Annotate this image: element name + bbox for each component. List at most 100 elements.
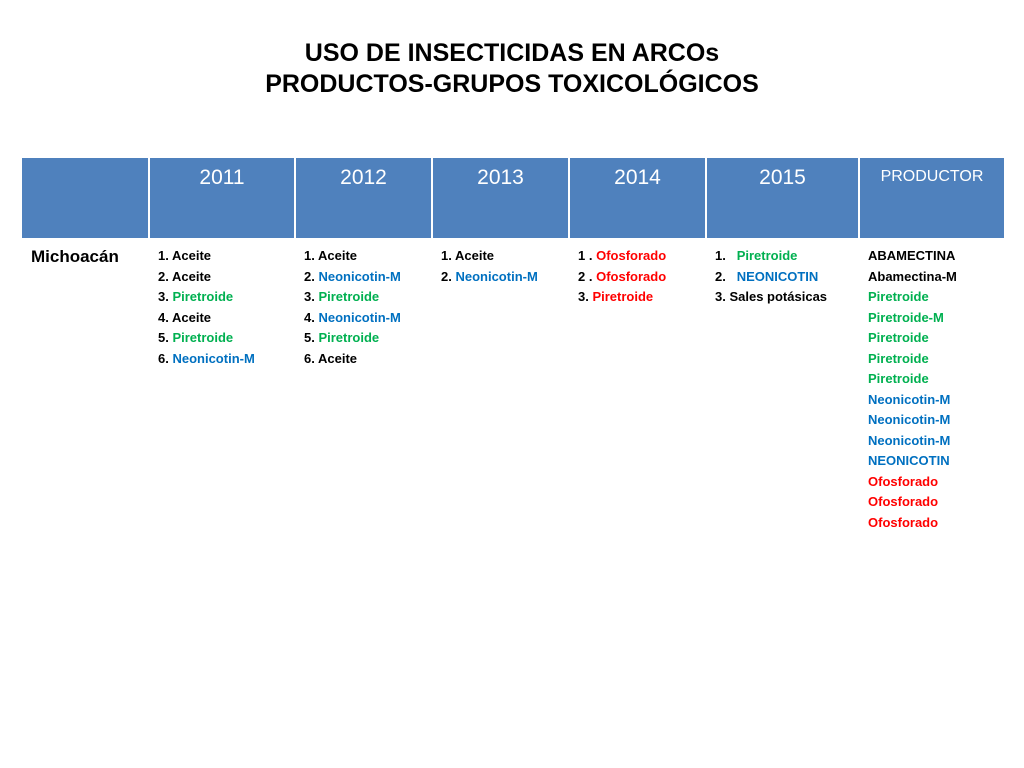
item-number: 6.: [304, 350, 318, 366]
list-item: Abamectina-M: [868, 267, 1005, 288]
list-item: Neonicotin-M: [868, 390, 1005, 411]
item-number: 5.: [304, 330, 319, 345]
item-name: Aceite: [454, 248, 495, 263]
item-number: 6.: [158, 350, 173, 366]
item-name: Piretroide: [868, 289, 929, 304]
title-line-1: USO DE INSECTICIDAS EN ARCOs: [304, 39, 720, 67]
item-number: 4.: [158, 309, 172, 325]
item-name: Piretroide: [318, 289, 380, 304]
slide-title: USO DE INSECTICIDAS EN ARCOs PRODUCTOS-G…: [0, 38, 1024, 100]
list-item: 3. Sales potásicas: [715, 287, 859, 308]
item-name: Neonicotin-M: [868, 432, 951, 448]
list-item: Piretroide: [868, 287, 1005, 308]
item-name: Aceite: [171, 268, 212, 284]
list-item: Piretroide-M: [868, 308, 1005, 329]
header-cell-2015: 2015: [705, 156, 860, 240]
item-name: Piretroide: [868, 330, 929, 345]
item-name: Neonicotin-M: [868, 412, 951, 427]
list-item: 1. Piretroide: [715, 246, 859, 267]
list-item: 2 . Ofosforado: [578, 267, 706, 288]
item-name: Ofosforado: [596, 268, 667, 284]
list-item: 2. NEONICOTIN: [715, 267, 859, 288]
list-item: 2. Aceite: [158, 267, 295, 288]
item-number: 1.: [715, 248, 737, 263]
item-number: 2.: [158, 268, 172, 284]
item-name: Aceite: [171, 248, 212, 263]
list-item: 3. Piretroide: [578, 287, 706, 308]
row-label-michoacan: Michoacán: [31, 247, 119, 266]
item-name: Neonicotin-M: [455, 268, 538, 284]
list-item: Ofosforado: [868, 492, 1005, 513]
item-number: 2 .: [578, 268, 597, 284]
item-name: Abamectina-M: [868, 268, 957, 284]
item-name: Piretroide: [172, 289, 234, 304]
list-item: Neonicotin-M: [868, 431, 1005, 452]
header-cell-2012: 2012: [294, 156, 433, 240]
header-cell-2014: 2014: [568, 156, 707, 240]
list-item: 1. Aceite: [441, 246, 569, 267]
item-name: NEONICOTIN: [868, 453, 950, 468]
list-item: 3. Piretroide: [304, 287, 432, 308]
list-item: 5. Piretroide: [304, 328, 432, 349]
item-name: Aceite: [317, 350, 358, 366]
item-name: Piretroide: [736, 248, 798, 263]
cell-2012: 1. Aceite 2. Neonicotin-M 3. Piretroide 4. …: [295, 239, 432, 533]
item-name: Neonicotin-M: [868, 391, 951, 407]
item-number: 4.: [304, 309, 319, 325]
cell-2015: 1. Piretroide 2. NEONICOTIN 3. Sales potás…: [706, 239, 859, 533]
item-number: 1.: [158, 248, 172, 263]
item-name: Neonicotin-M: [318, 268, 401, 284]
item-name: Neonicotin-M: [318, 309, 401, 325]
header-cell-2013: 2013: [431, 156, 570, 240]
list-item: 2. Neonicotin-M: [304, 267, 432, 288]
list-item: 6. Aceite: [304, 349, 432, 370]
list-item: NEONICOTIN: [868, 451, 1005, 472]
list-item: Piretroide: [868, 369, 1005, 390]
list-item: 4. Neonicotin-M: [304, 308, 432, 329]
header-row: 2011 2012 2013 2014 2015 PRODUCTOR: [20, 156, 1006, 240]
item-name: ABAMECTINA: [868, 248, 956, 263]
item-number: 3.: [715, 289, 730, 304]
item-number: 2.: [441, 268, 456, 284]
list-item: 4. Aceite: [158, 308, 295, 329]
item-name: Piretroide: [868, 350, 929, 366]
header-cell-productor: PRODUCTOR: [858, 156, 1006, 240]
item-name: Ofosforado: [868, 473, 939, 489]
table-row: Michoacán 1. Aceite 2. Aceite 3. Piretroid…: [21, 239, 1005, 533]
header-cell-empty: [20, 156, 150, 240]
list-item: Piretroide: [868, 349, 1005, 370]
cell-productor: ABAMECTINA Abamectina-M Piretroide Piretroi…: [859, 239, 1005, 533]
insecticide-table: 2011 2012 2013 2014 2015 PRODUCTOR Micho…: [20, 156, 1006, 533]
header-cell-2011: 2011: [148, 156, 296, 240]
item-name: Neonicotin-M: [172, 350, 255, 366]
item-name: Sales potásicas: [729, 289, 828, 304]
item-number: 3.: [158, 289, 173, 304]
item-number: 5.: [158, 330, 173, 345]
list-item: Ofosforado: [868, 472, 1005, 493]
item-name: Ofosforado: [596, 248, 667, 263]
item-number: 3.: [304, 289, 319, 304]
item-name: Piretroide: [172, 330, 234, 345]
list-item: Ofosforado: [868, 513, 1005, 534]
item-number: 3.: [578, 289, 593, 304]
item-name: Piretroide: [592, 289, 654, 304]
list-item: 2. Neonicotin-M: [441, 267, 569, 288]
item-number: 2.: [304, 268, 319, 284]
list-item: 1. Aceite: [304, 246, 432, 267]
item-name: Aceite: [171, 309, 212, 325]
list-item: Piretroide: [868, 328, 1005, 349]
list-item: 3. Piretroide: [158, 287, 295, 308]
item-name: Ofosforado: [868, 494, 939, 509]
title-line-2: PRODUCTOS-GRUPOS TOXICOLÓGICOS: [265, 70, 759, 98]
item-number: 1.: [441, 248, 455, 263]
list-item: ABAMECTINA: [868, 246, 1005, 267]
cell-2014: 1 . Ofosforado 2 . Ofosforado 3. Piretroid…: [569, 239, 706, 533]
item-number: 1 .: [578, 248, 597, 263]
item-name: Piretroide: [318, 330, 380, 345]
item-name: Ofosforado: [868, 514, 939, 530]
list-item: 5. Piretroide: [158, 328, 295, 349]
list-item: 1. Aceite: [158, 246, 295, 267]
item-number: 1.: [304, 248, 318, 263]
item-number: 2.: [715, 268, 737, 284]
item-name: Piretroide: [868, 371, 929, 386]
